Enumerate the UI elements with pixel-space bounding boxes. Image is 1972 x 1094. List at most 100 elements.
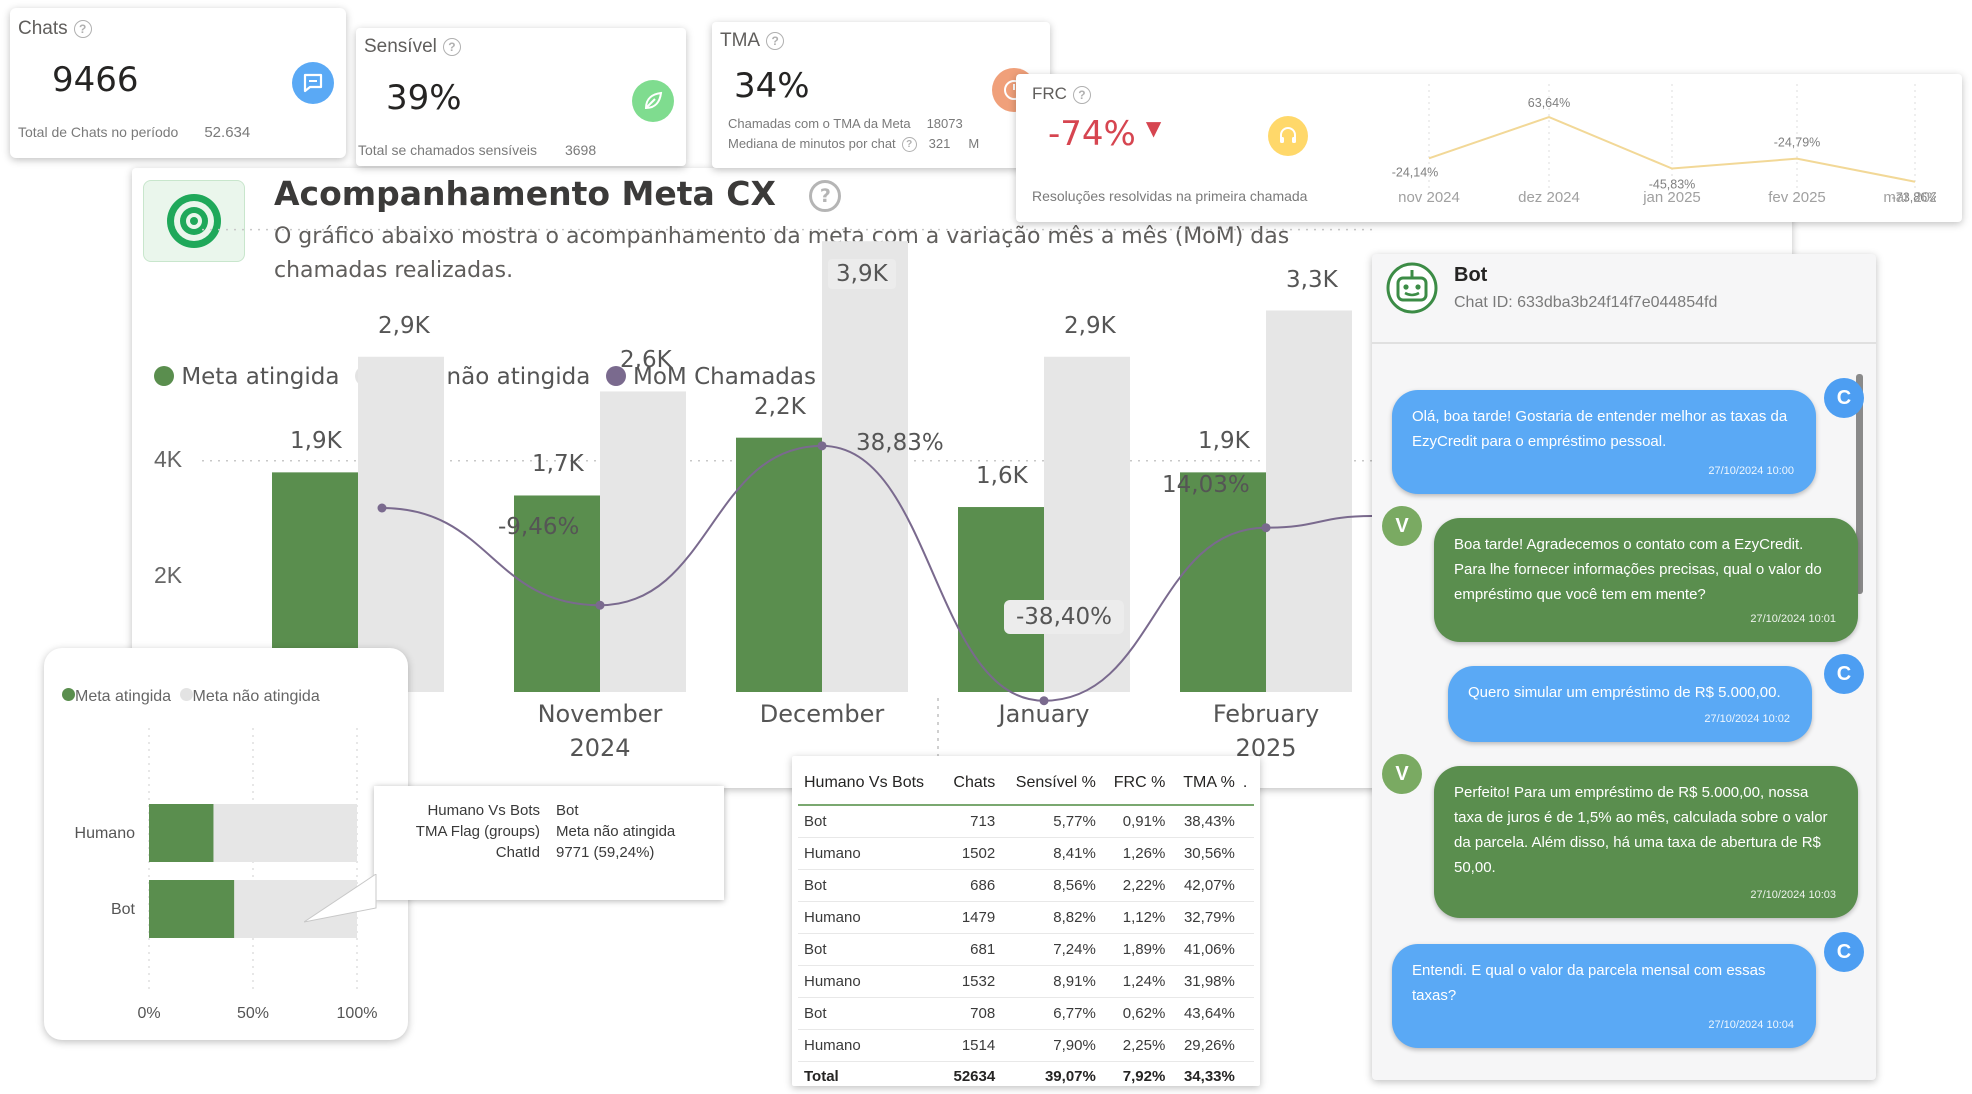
kpi-tma-sublabel2: Mediana de minutos por chat? 321 M — [728, 136, 980, 153]
data-label-meta-nao-atingida: 2,6K — [620, 347, 672, 374]
help-icon[interactable]: ? — [73, 19, 92, 38]
table-cell: Total — [798, 1061, 943, 1090]
table-row[interactable]: Bot 708 6,77% 0,62% 43,64% — [798, 997, 1254, 1030]
data-label-meta-atingida: 2,2K — [754, 393, 806, 420]
table-row[interactable]: Humano 1502 8,41% 1,26% 30,56% — [798, 837, 1254, 870]
table-cell: 1,26% — [1101, 837, 1172, 870]
table-cell: 8,82% — [1001, 901, 1102, 934]
chat-message-customer: Olá, boa tarde! Gostaria de entender mel… — [1392, 390, 1816, 494]
table-cell: 2,25% — [1101, 1029, 1172, 1062]
kpi-card-tma[interactable]: TMA? 34% Chamadas com o TMA da Meta 18073… — [712, 22, 1050, 168]
table-cell: Bot — [798, 933, 943, 966]
kpi-tma-value: 34% — [734, 66, 810, 106]
sparkline-data-label: -73,86% — [1892, 191, 1936, 205]
kpi-frc-value: -74% ▼ — [1048, 114, 1162, 154]
col-header-chats[interactable]: Chats — [942, 762, 1002, 806]
col-header-tma[interactable]: TMA % — [1171, 762, 1241, 806]
table-cell: 43,64% — [1171, 997, 1241, 1030]
table-cell: Bot — [798, 805, 943, 838]
table-row[interactable]: Humano 1532 8,91% 1,24% 31,98% — [798, 965, 1254, 998]
table-cell: 39,07% — [1001, 1061, 1102, 1090]
kpi-card-chats[interactable]: Chats? 9466 Total de Chats no período 52.… — [10, 8, 346, 158]
chat-scrollbar[interactable] — [1856, 374, 1863, 594]
customer-avatar: C — [1824, 654, 1864, 694]
kpi-chats-label: Chats? — [18, 18, 92, 40]
sparkline-data-label: -24,14% — [1392, 165, 1439, 179]
tooltip-row: TMA Flag (groups) Meta não atingida — [415, 823, 676, 840]
bar-meta-atingida — [149, 804, 214, 862]
col-header-humano-vs-bots[interactable]: Humano Vs Bots — [798, 762, 943, 806]
table-row[interactable]: Bot 713 5,77% 0,91% 38,43% — [798, 805, 1254, 838]
table-cell: 1532 — [942, 965, 1002, 998]
table-cell: 0,91% — [1101, 805, 1172, 838]
y-tick-label: Humano — [75, 825, 136, 842]
mom-point — [1261, 523, 1271, 533]
help-icon[interactable]: ? — [809, 179, 842, 212]
table-row[interactable]: Humano 1479 8,82% 1,12% 32,79% — [798, 901, 1254, 934]
chat-message-text: Boa tarde! Agradecemos o contato com a E… — [1454, 536, 1822, 603]
table-cell: 2,22% — [1101, 869, 1172, 902]
chat-message-customer: Entendi. E qual o valor da parcela mensa… — [1392, 944, 1816, 1048]
table-cell: 8,91% — [1001, 965, 1102, 998]
help-icon[interactable]: ? — [766, 31, 785, 50]
table-row[interactable]: Bot 681 7,24% 1,89% 41,06% — [798, 933, 1254, 966]
humano-bot-bar-chart: Humano Bot 0% 50% 100% — [75, 728, 378, 1022]
data-label-meta-atingida: 1,6K — [976, 463, 1028, 490]
bot-avatar-icon — [1386, 262, 1438, 314]
table-row[interactable]: Bot 686 8,56% 2,22% 42,07% — [798, 869, 1254, 902]
chat-message-time: 27/10/2024 10:02 — [1704, 713, 1790, 725]
x-tick-label: January — [998, 700, 1090, 728]
data-label-meta-nao-atingida: 2,9K — [378, 312, 430, 339]
table-cell: 1,24% — [1101, 965, 1172, 998]
kpi-sensivel-label: Sensível? — [364, 36, 461, 58]
bar-meta-nao-atingida — [213, 804, 357, 862]
bar-meta-atingida — [958, 507, 1044, 692]
x-tick-label: December — [759, 700, 885, 728]
bar-meta-atingida — [736, 437, 822, 692]
tooltip-pointer — [304, 874, 377, 923]
legend-item-meta-atingida[interactable]: Meta atingida — [154, 364, 340, 390]
chat-message-time: 27/10/2024 10:04 — [1708, 1019, 1794, 1031]
data-label-mom: 14,03% — [1162, 472, 1250, 498]
mom-point — [377, 503, 387, 513]
data-label-meta-atingida: 1,9K — [290, 428, 342, 455]
col-header-frc[interactable]: FRC % — [1101, 762, 1172, 806]
x-tick-label: 0% — [137, 1005, 160, 1022]
bar-meta-atingida — [514, 495, 600, 692]
humano-bots-table-card: Humano Vs Bots Chats Sensível % FRC % TM… — [792, 756, 1260, 1090]
frc-sparkline: -24,14% 63,64% -45,83% -24,79% -73,86% nov 20… — [1392, 84, 1936, 206]
legend-item-meta-nao-atingida[interactable]: Meta não atingida — [179, 688, 320, 705]
kpi-card-sensivel[interactable]: Sensível? 39% Total se chamados sensívei… — [356, 28, 686, 166]
trend-down-icon: ▼ — [1145, 116, 1162, 140]
x-tick-label: 100% — [337, 1005, 378, 1022]
page-description: O gráfico abaixo mostra o acompanhamento… — [274, 224, 1290, 283]
table-cell: 30,56% — [1171, 837, 1241, 870]
data-label-meta-atingida: 1,9K — [1198, 428, 1250, 455]
table-cell: 1514 — [942, 1029, 1002, 1062]
x-tick-year: 2024 — [569, 734, 631, 762]
help-icon[interactable]: ? — [901, 137, 917, 153]
bar-meta-nao-atingida — [600, 391, 686, 692]
chat-message-time: 27/10/2024 10:03 — [1750, 889, 1836, 901]
bar-meta-atingida — [1180, 472, 1266, 692]
chat-message-time: 27/10/2024 10:00 — [1708, 465, 1794, 477]
table-cell: 7,90% — [1001, 1029, 1102, 1062]
table-cell: 32,79% — [1171, 901, 1241, 934]
col-header-sensivel[interactable]: Sensível % — [1001, 762, 1102, 806]
help-icon[interactable]: ? — [442, 37, 461, 56]
table-cell: 7,92% — [1101, 1061, 1172, 1090]
chat-bot-name: Bot — [1454, 264, 1488, 286]
legend-item-mom-chamadas[interactable]: MoM Chamadas — [605, 364, 816, 390]
y-tick-2k: 2K — [154, 562, 183, 588]
mom-line — [381, 444, 1373, 702]
kpi-card-frc[interactable]: FRC? -74% ▼ Resoluções resolvidas na prim… — [1016, 74, 1962, 222]
legend-item-meta-atingida[interactable]: Meta atingida — [62, 688, 171, 705]
customer-avatar: C — [1824, 932, 1864, 972]
y-tick-4k: 4K — [154, 446, 183, 472]
chat-message-text: Entendi. E qual o valor da parcela mensa… — [1412, 962, 1766, 1004]
agent-avatar: V — [1382, 506, 1422, 546]
col-header-more[interactable]: . — [1240, 762, 1254, 806]
kpi-tma-label: TMA? — [720, 30, 785, 52]
table-row[interactable]: Humano 1514 7,90% 2,25% 29,26% — [798, 1029, 1254, 1062]
help-icon[interactable]: ? — [1072, 85, 1091, 104]
